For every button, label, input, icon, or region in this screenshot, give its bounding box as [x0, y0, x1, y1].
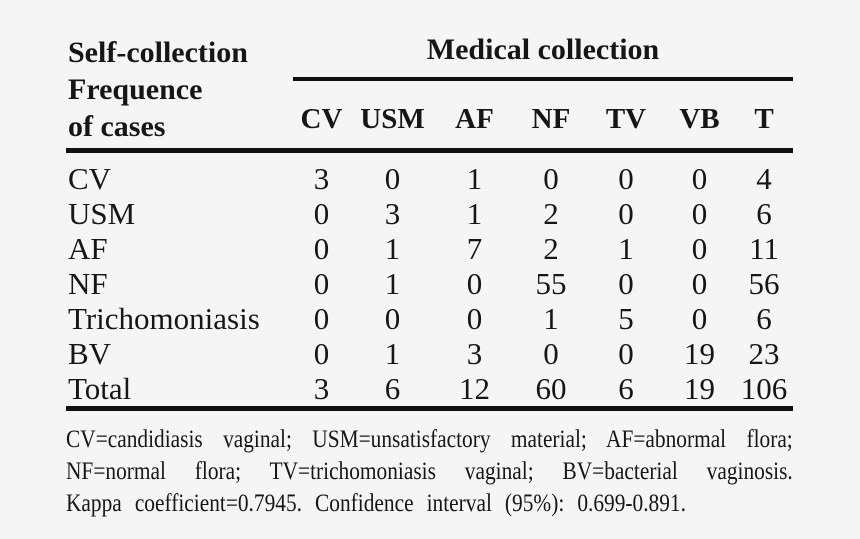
cell-value: 0	[313, 301, 330, 336]
frequency-table-block: Self-collection Frequence of cases Medic…	[66, 28, 794, 520]
cell-value: 1	[543, 301, 559, 336]
table-row-trichomoniasis: Trichomoniasis 0 0 0 1 5 0 6	[66, 301, 793, 336]
table-row-bv: BV 0 1 3 0 0 19 23	[66, 336, 793, 371]
cell-value: 0	[384, 161, 401, 196]
cell-value: 0	[691, 266, 708, 301]
row-label: NF	[68, 266, 108, 301]
frequency-table: Self-collection Frequence of cases Medic…	[66, 28, 794, 411]
table-row-cv: CV 3 0 1 0 0 0 4	[66, 151, 793, 197]
row-label: USM	[68, 196, 136, 231]
left-header-line-2: Frequence	[68, 73, 203, 106]
cell-value: 0	[543, 161, 559, 196]
cell-value: 3	[384, 196, 401, 231]
table-footnotes: CV=candidiasis vaginal; USM=unsatisfacto…	[66, 424, 793, 520]
cell-value: 55	[535, 266, 567, 301]
cell-value: 5	[618, 301, 634, 336]
cell-value: 0	[618, 196, 634, 231]
footnote-abbreviations-line-1: CV=candidiasis vaginal; USM=unsatisfacto…	[66, 426, 793, 453]
cell-value: 3	[293, 371, 350, 411]
table-row-total: Total 3 6 12 60 6 19 106	[66, 371, 794, 411]
column-header-t: T	[735, 79, 794, 153]
cell-value: 6	[756, 301, 772, 336]
column-header-vb: VB	[664, 79, 735, 153]
cell-value: 4	[756, 161, 772, 196]
column-header-cv: CV	[293, 79, 350, 153]
cell-value: 56	[748, 266, 780, 301]
column-header-row: CV USM AF NF TV VB T	[66, 79, 794, 153]
row-dimension-header: Self-collection Frequence of cases	[66, 28, 293, 153]
cell-value: 0	[384, 301, 401, 336]
left-header-line-3: of cases	[68, 110, 166, 143]
cell-value: 0	[691, 231, 708, 266]
cell-value: 106	[735, 371, 794, 411]
column-header-tv: TV	[588, 79, 664, 153]
cell-value: 0	[618, 161, 634, 196]
cell-value: 1	[618, 231, 634, 266]
cell-value: 23	[748, 336, 780, 371]
cell-value: 1	[466, 196, 483, 231]
cell-value: 6	[588, 371, 664, 411]
table-row-nf: NF 0 1 0 55 0 0 56	[66, 266, 793, 301]
cell-value: 0	[691, 301, 708, 336]
column-group-header: Medical collection	[293, 28, 794, 81]
cell-value: 0	[313, 231, 330, 266]
cell-value: 3	[313, 161, 330, 196]
cell-value: 1	[466, 161, 483, 196]
cell-value: 0	[618, 266, 634, 301]
cell-value: 0	[466, 266, 483, 301]
cell-value: 0	[313, 266, 330, 301]
cell-value: 19	[684, 336, 715, 371]
cell-value: 1	[384, 231, 401, 266]
cell-value: 0	[313, 196, 330, 231]
row-label: AF	[68, 231, 108, 266]
cell-value: 6	[756, 196, 772, 231]
cell-value: 12	[435, 371, 514, 411]
group-header-row: Self-collection Frequence of cases Medic…	[66, 28, 794, 153]
column-header-af: AF	[435, 79, 514, 153]
cell-value: 1	[384, 266, 401, 301]
column-group-header-label: Medical collection	[426, 33, 660, 66]
cell-value: 60	[514, 371, 588, 411]
cell-value: 11	[749, 231, 779, 266]
column-header-usm: USM	[350, 79, 435, 153]
cell-value: 1	[384, 336, 401, 371]
table-row-usm: USM 0 3 1 2 0 0 6	[66, 196, 793, 231]
cell-value: 6	[350, 371, 435, 411]
row-label: CV	[68, 161, 112, 196]
row-label: Total	[66, 371, 293, 411]
cell-value: 0	[691, 196, 708, 231]
table-row-af: AF 0 1 7 2 1 0 11	[66, 231, 793, 266]
row-label: Trichomoniasis	[68, 301, 260, 336]
cell-value: 3	[466, 336, 483, 371]
cell-value: 0	[466, 301, 483, 336]
cell-value: 7	[466, 231, 483, 266]
cell-value: 0	[618, 336, 634, 371]
cell-value: 19	[664, 371, 735, 411]
cell-value: 0	[313, 336, 330, 371]
cell-value: 2	[543, 196, 559, 231]
cell-value: 0	[691, 161, 708, 196]
footnote-kappa-line: Kappa coefficient=0.7945. Confidence int…	[66, 490, 686, 517]
column-header-nf: NF	[514, 79, 588, 153]
cell-value: 2	[543, 231, 559, 266]
cell-value: 0	[543, 336, 559, 371]
footnote-abbreviations-line-2: NF=normal flora; TV=trichomoniasis vagin…	[66, 458, 793, 485]
row-label: BV	[68, 336, 112, 371]
left-header-line-1: Self-collection	[68, 36, 248, 69]
